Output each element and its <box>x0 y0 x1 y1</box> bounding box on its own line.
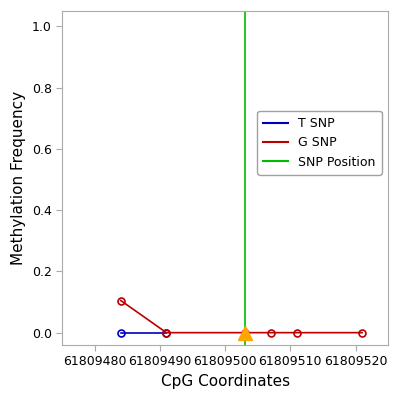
X-axis label: CpG Coordinates: CpG Coordinates <box>160 374 290 389</box>
Legend: T SNP, G SNP, SNP Position: T SNP, G SNP, SNP Position <box>257 111 382 175</box>
Y-axis label: Methylation Frequency: Methylation Frequency <box>11 91 26 265</box>
